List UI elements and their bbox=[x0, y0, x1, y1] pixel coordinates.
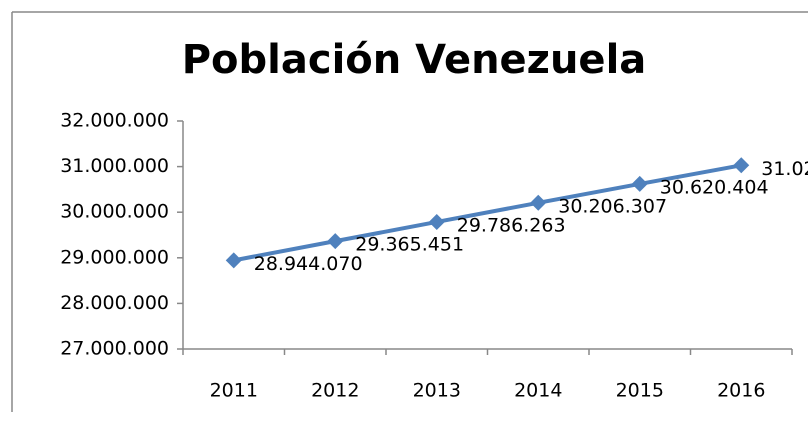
chart-title: Población Venezuela bbox=[182, 37, 647, 83]
data-label: 30.206.307 bbox=[558, 195, 667, 217]
data-label: 28.944.070 bbox=[254, 253, 363, 275]
x-tick-label: 2015 bbox=[616, 380, 664, 402]
data-label: 31.028.637 bbox=[761, 158, 808, 180]
x-tick-label: 2016 bbox=[717, 380, 765, 402]
y-tick-label: 31.000.000 bbox=[60, 155, 169, 177]
y-tick-label: 27.000.000 bbox=[60, 338, 169, 360]
data-point bbox=[631, 175, 648, 192]
x-tick-label: 2012 bbox=[311, 380, 359, 402]
x-tick-label: 2014 bbox=[514, 380, 562, 402]
data-label: 29.786.263 bbox=[457, 214, 566, 236]
x-tick-label: 2013 bbox=[413, 380, 461, 402]
data-point bbox=[530, 194, 547, 211]
data-point bbox=[225, 252, 242, 269]
y-tick-label: 29.000.000 bbox=[60, 246, 169, 268]
data-point bbox=[733, 157, 750, 174]
data-label: 30.620.404 bbox=[660, 176, 769, 198]
x-tick-label: 2011 bbox=[210, 380, 258, 402]
data-point bbox=[327, 233, 344, 250]
y-tick-label: 30.000.000 bbox=[60, 201, 169, 223]
y-tick-label: 32.000.000 bbox=[60, 110, 169, 132]
data-point bbox=[428, 213, 445, 230]
data-label: 29.365.451 bbox=[355, 234, 464, 256]
series-line bbox=[233, 163, 742, 263]
y-tick-label: 28.000.000 bbox=[60, 292, 169, 314]
